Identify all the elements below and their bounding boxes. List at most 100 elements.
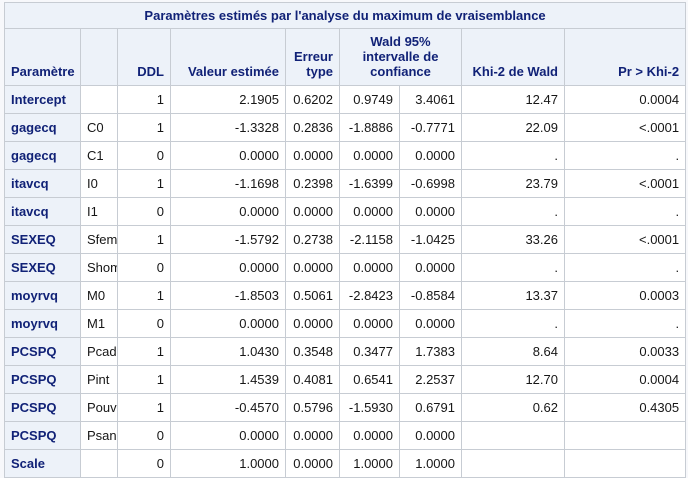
stderr-cell: 0.0000 bbox=[285, 449, 340, 478]
table-row: PCSPQ Psan 0 0.0000 0.0000 0.0000 0.0000 bbox=[4, 421, 687, 450]
ddl-cell: 0 bbox=[117, 449, 171, 478]
estimate-cell: -1.3328 bbox=[170, 113, 286, 142]
ci-lower-cell: 1.0000 bbox=[339, 449, 400, 478]
ddl-cell: 1 bbox=[117, 113, 171, 142]
table-row: itavcq I0 1 -1.1698 0.2398 -1.6399 -0.6998 23.7… bbox=[4, 169, 687, 198]
parameter-cell: Intercept bbox=[4, 85, 81, 114]
column-header-row: Paramètre DDL Valeur estimée Erreur type… bbox=[4, 28, 687, 86]
estimate-cell: 0.0000 bbox=[170, 197, 286, 226]
table-row: PCSPQ Pint 1 1.4539 0.4081 0.6541 2.2537 12.70 0… bbox=[4, 365, 687, 394]
parameter-cell: SEXEQ bbox=[4, 225, 81, 254]
pr-chisq-cell: . bbox=[563, 309, 687, 338]
level-cell: I1 bbox=[80, 197, 118, 226]
ci-upper-cell: 1.7383 bbox=[399, 337, 462, 366]
ci-upper-cell: 0.0000 bbox=[399, 253, 462, 282]
pr-chisq-cell: . bbox=[563, 197, 687, 226]
wald-chisq-cell: . bbox=[461, 253, 565, 282]
ci-lower-cell: -2.1158 bbox=[339, 225, 400, 254]
ci-upper-cell: -0.7771 bbox=[399, 113, 462, 142]
parameter-cell: moyrvq bbox=[4, 309, 81, 338]
estimate-cell: 2.1905 bbox=[170, 85, 286, 114]
table-title: Paramètres estimés par l'analyse du maxi… bbox=[3, 2, 687, 29]
estimate-cell: -1.5792 bbox=[170, 225, 286, 254]
table-row: gagecq C1 0 0.0000 0.0000 0.0000 0.0000.. bbox=[4, 141, 687, 170]
stderr-cell: 0.2836 bbox=[285, 113, 340, 142]
level-cell: Shom bbox=[80, 253, 118, 282]
wald-chisq-cell bbox=[461, 421, 565, 450]
ci-lower-cell: 0.0000 bbox=[339, 197, 400, 226]
estimate-cell: -1.1698 bbox=[170, 169, 286, 198]
ddl-cell: 1 bbox=[117, 225, 171, 254]
table-row: moyrvq M1 0 0.0000 0.0000 0.0000 0.0000.. bbox=[4, 309, 687, 338]
stderr-cell: 0.0000 bbox=[285, 309, 340, 338]
estimate-cell: 1.0000 bbox=[170, 449, 286, 478]
ci-upper-cell: -1.0425 bbox=[399, 225, 462, 254]
level-cell: M1 bbox=[80, 309, 118, 338]
stderr-cell: 0.0000 bbox=[285, 141, 340, 170]
ci-lower-cell: -1.6399 bbox=[339, 169, 400, 198]
table-row: PCSPQ Pouv 1 -0.4570 0.5796 -1.5930 0.6791 0.62… bbox=[4, 393, 687, 422]
table-row: Scale 0 1.0000 0.0000 1.0000 1.0000 bbox=[4, 449, 687, 478]
ci-lower-cell: 0.0000 bbox=[339, 253, 400, 282]
stderr-cell: 0.2738 bbox=[285, 225, 340, 254]
parameter-cell: PCSPQ bbox=[4, 393, 81, 422]
pr-chisq-cell bbox=[563, 449, 687, 478]
stderr-cell: 0.0000 bbox=[285, 253, 340, 282]
wald-chisq-cell: 8.64 bbox=[461, 337, 565, 366]
col-header-wald-ci: Wald 95% intervalle de confiance bbox=[339, 28, 462, 86]
wald-chisq-cell: . bbox=[461, 309, 565, 338]
level-cell: Pouv bbox=[80, 393, 118, 422]
level-cell: Pcad bbox=[80, 337, 118, 366]
ddl-cell: 0 bbox=[117, 421, 171, 450]
ddl-cell: 1 bbox=[117, 85, 171, 114]
level-cell: M0 bbox=[80, 281, 118, 310]
ddl-cell: 0 bbox=[117, 197, 171, 226]
level-cell bbox=[80, 85, 118, 114]
pr-chisq-cell: . bbox=[563, 253, 687, 282]
estimate-cell: 1.4539 bbox=[170, 365, 286, 394]
wald-chisq-cell: 12.47 bbox=[461, 85, 565, 114]
wald-chisq-cell: 22.09 bbox=[461, 113, 565, 142]
parameter-cell: moyrvq bbox=[4, 281, 81, 310]
pr-chisq-cell: 0.0033 bbox=[563, 337, 687, 366]
stderr-cell: 0.5061 bbox=[285, 281, 340, 310]
ddl-cell: 0 bbox=[117, 309, 171, 338]
ci-lower-cell: 0.0000 bbox=[339, 141, 400, 170]
stderr-cell: 0.5796 bbox=[285, 393, 340, 422]
ddl-cell: 1 bbox=[117, 365, 171, 394]
stderr-cell: 0.6202 bbox=[285, 85, 340, 114]
estimate-cell: 0.0000 bbox=[170, 421, 286, 450]
pr-chisq-cell: <.0001 bbox=[563, 169, 687, 198]
col-header-erreur-type: Erreur type bbox=[285, 28, 340, 86]
level-cell: Psan bbox=[80, 421, 118, 450]
ddl-cell: 1 bbox=[117, 281, 171, 310]
pr-chisq-cell bbox=[563, 421, 687, 450]
ddl-cell: 0 bbox=[117, 253, 171, 282]
ci-upper-cell: 2.2537 bbox=[399, 365, 462, 394]
table-row: SEXEQ Sfem 1 -1.5792 0.2738 -2.1158 -1.0425 33.… bbox=[4, 225, 687, 254]
parameter-estimates-table: Paramètres estimés par l'analyse du maxi… bbox=[3, 2, 687, 478]
col-header-parametre: Paramètre bbox=[4, 28, 81, 86]
ddl-cell: 1 bbox=[117, 169, 171, 198]
ci-upper-cell: 1.0000 bbox=[399, 449, 462, 478]
stderr-cell: 0.0000 bbox=[285, 197, 340, 226]
pr-chisq-cell: 0.0004 bbox=[563, 85, 687, 114]
ci-lower-cell: 0.0000 bbox=[339, 421, 400, 450]
parameter-cell: Scale bbox=[4, 449, 81, 478]
table-row: gagecq C0 1 -1.3328 0.2836 -1.8886 -0.7771 22.0… bbox=[4, 113, 687, 142]
table-row: PCSPQ Pcad 1 1.0430 0.3548 0.3477 1.7383 8.64 0.… bbox=[4, 337, 687, 366]
wald-chisq-cell: . bbox=[461, 197, 565, 226]
pr-chisq-cell: 0.0003 bbox=[563, 281, 687, 310]
estimate-cell: 0.0000 bbox=[170, 141, 286, 170]
table-row: Intercept 1 2.1905 0.6202 0.9749 3.4061 12.47 0… bbox=[4, 85, 687, 114]
ci-upper-cell: 3.4061 bbox=[399, 85, 462, 114]
estimate-cell: 1.0430 bbox=[170, 337, 286, 366]
estimate-cell: 0.0000 bbox=[170, 253, 286, 282]
ci-lower-cell: -1.5930 bbox=[339, 393, 400, 422]
ci-lower-cell: 0.6541 bbox=[339, 365, 400, 394]
ci-lower-cell: 0.3477 bbox=[339, 337, 400, 366]
parameter-cell: gagecq bbox=[4, 141, 81, 170]
table-body: Intercept 1 2.1905 0.6202 0.9749 3.4061 12.47 0… bbox=[4, 85, 687, 478]
stderr-cell: 0.2398 bbox=[285, 169, 340, 198]
